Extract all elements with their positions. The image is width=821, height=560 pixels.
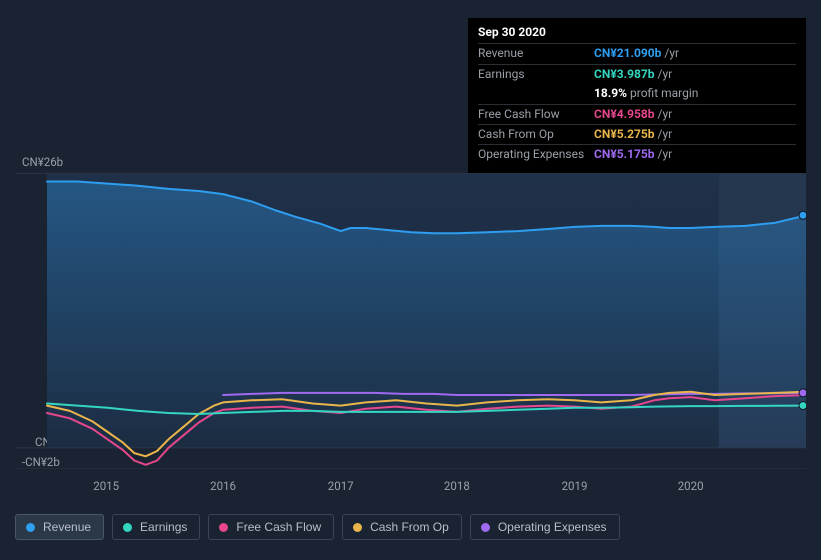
- tooltip-rows: RevenueCN¥21.090b/yrEarningsCN¥3.987b/yr…: [478, 43, 796, 164]
- legend-item-revenue[interactable]: Revenue: [15, 514, 104, 540]
- tooltip-row-value: CN¥3.987b/yr: [594, 66, 672, 83]
- legend-dot-icon: [26, 523, 35, 532]
- tooltip-row: Cash From OpCN¥5.275b/yr: [478, 124, 796, 144]
- legend-dot-icon: [123, 523, 132, 532]
- legend-dot-icon: [481, 523, 490, 532]
- chart-plot[interactable]: [15, 173, 806, 469]
- x-axis-tick-label: 2020: [678, 479, 704, 493]
- chart-legend: Revenue Earnings Free Cash Flow Cash From O…: [15, 514, 620, 540]
- x-axis-tick-label: 2019: [562, 479, 588, 493]
- legend-item-label: Cash From Op: [370, 520, 449, 534]
- tooltip-row: Free Cash FlowCN¥4.958b/yr: [478, 104, 796, 124]
- tooltip-row-label: Earnings: [478, 66, 594, 83]
- legend-dot-icon: [219, 523, 228, 532]
- tooltip-row-label: Free Cash Flow: [478, 106, 594, 123]
- x-axis-tick-label: 2017: [328, 479, 354, 493]
- tooltip-row-label: Operating Expenses: [478, 146, 594, 163]
- tooltip-row: Operating ExpensesCN¥5.175b/yr: [478, 144, 796, 164]
- tooltip-date: Sep 30 2020: [478, 24, 796, 41]
- tooltip-row: RevenueCN¥21.090b/yr: [478, 43, 796, 63]
- legend-item-free-cash-flow[interactable]: Free Cash Flow: [208, 514, 334, 540]
- chart-tooltip: Sep 30 2020 RevenueCN¥21.090b/yrEarnings…: [468, 18, 806, 173]
- legend-item-operating-expenses[interactable]: Operating Expenses: [470, 514, 620, 540]
- x-axis-tick-label: 2018: [444, 479, 470, 493]
- tooltip-row-label: Cash From Op: [478, 126, 594, 143]
- tooltip-row-value: 18.9%profit margin: [594, 85, 698, 102]
- tooltip-row: 18.9%profit margin: [478, 84, 796, 103]
- tooltip-row-value: CN¥21.090b/yr: [594, 45, 679, 62]
- tooltip-row: EarningsCN¥3.987b/yr: [478, 64, 796, 84]
- legend-item-label: Earnings: [140, 520, 187, 534]
- legend-item-label: Free Cash Flow: [236, 520, 321, 534]
- legend-item-earnings[interactable]: Earnings: [112, 514, 200, 540]
- x-axis-tick-label: 2016: [210, 479, 236, 493]
- tooltip-row-value: CN¥5.275b/yr: [594, 126, 672, 143]
- legend-item-label: Revenue: [43, 520, 91, 534]
- tooltip-row-value: CN¥4.958b/yr: [594, 106, 672, 123]
- legend-item-label: Operating Expenses: [498, 520, 607, 534]
- tooltip-row-value: CN¥5.175b/yr: [594, 146, 672, 163]
- chart: CN¥26b CN¥0 -CN¥2b 201520162017201820192…: [15, 155, 806, 495]
- legend-dot-icon: [353, 523, 362, 532]
- chart-svg: [15, 173, 806, 469]
- tooltip-row-label: [478, 85, 594, 102]
- x-axis-tick-label: 2015: [93, 479, 119, 493]
- tooltip-row-label: Revenue: [478, 45, 594, 62]
- x-axis-labels: 2015 2016 2017 2018 2019 2020: [15, 479, 806, 495]
- y-axis-max-label: CN¥26b: [22, 155, 63, 169]
- legend-item-cash-from-op[interactable]: Cash From Op: [342, 514, 462, 540]
